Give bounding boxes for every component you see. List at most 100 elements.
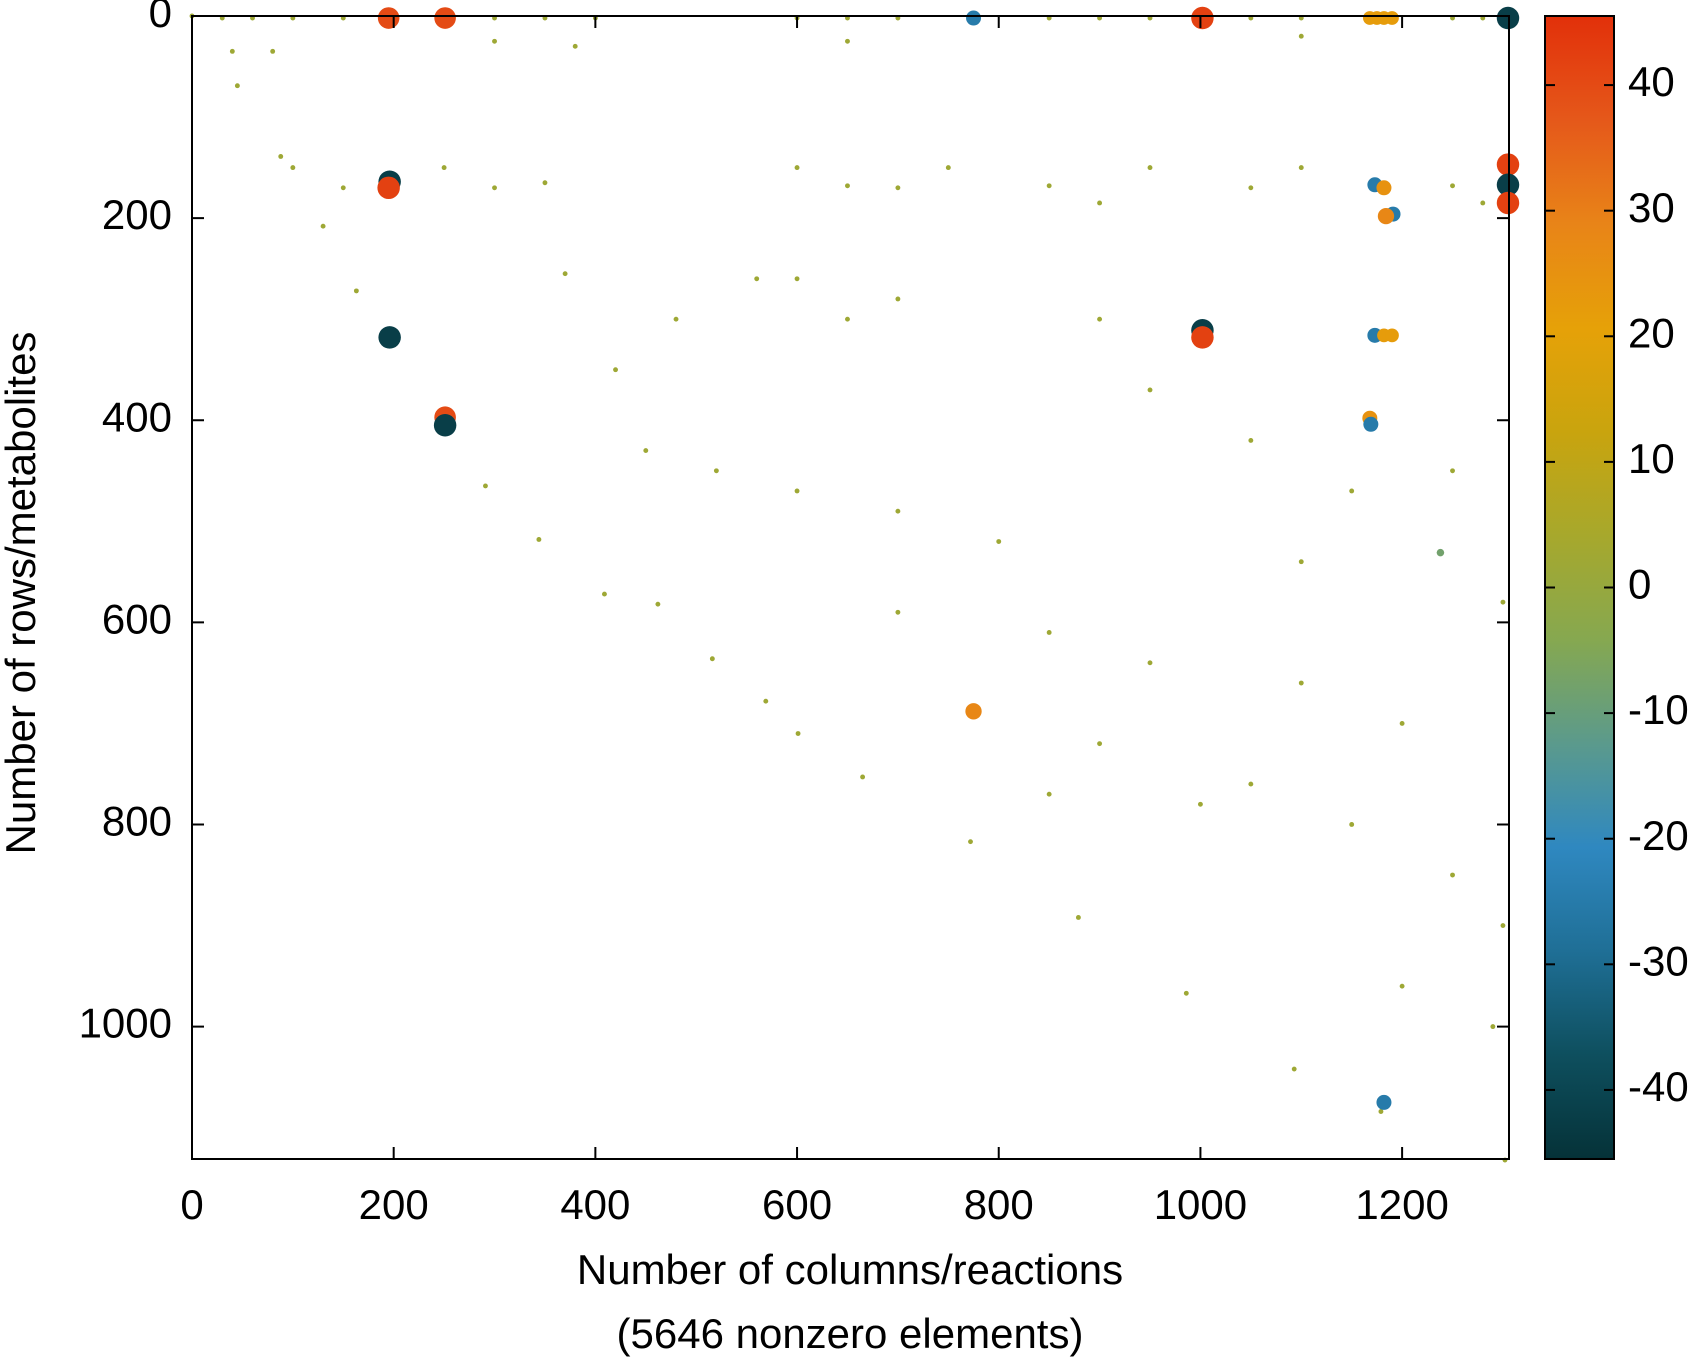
data-point — [1378, 1109, 1384, 1114]
colorbar-tick-label: 40 — [1628, 58, 1675, 105]
data-point — [1298, 680, 1304, 686]
x-tick-label: 200 — [359, 1181, 429, 1228]
x-tick-label: 1000 — [1154, 1181, 1247, 1228]
data-point — [895, 609, 901, 615]
data-point — [895, 296, 901, 302]
data-point — [1075, 915, 1081, 920]
data-point — [602, 591, 607, 597]
data-point — [1376, 180, 1392, 196]
y-tick-label: 800 — [102, 798, 172, 845]
data-point — [1349, 822, 1355, 827]
data-point — [845, 316, 850, 322]
data-point — [1376, 1094, 1392, 1110]
colorbar-tick-label: 10 — [1628, 435, 1675, 482]
data-point — [1097, 316, 1103, 322]
colorbar-tick-label: -10 — [1628, 686, 1689, 733]
data-point — [1399, 983, 1405, 989]
data-point — [895, 185, 901, 191]
data-point — [1197, 801, 1203, 807]
colorbar-tick-label: -20 — [1628, 812, 1689, 859]
data-point — [492, 185, 497, 191]
data-point — [433, 414, 457, 437]
colorbar-tick-label: -30 — [1628, 937, 1689, 984]
data-point — [1385, 328, 1399, 343]
x-tick-label: 400 — [560, 1181, 630, 1228]
plot-frame — [191, 15, 1510, 1160]
data-point — [1191, 326, 1214, 349]
data-point — [441, 165, 447, 171]
data-point — [1496, 173, 1520, 197]
data-point — [1377, 207, 1395, 225]
data-point — [434, 7, 456, 29]
data-point — [895, 508, 901, 514]
data-point — [795, 731, 801, 736]
data-point — [492, 38, 497, 44]
data-point — [1183, 990, 1189, 996]
data-point — [378, 326, 401, 349]
data-point — [1097, 200, 1103, 206]
data-point — [290, 165, 296, 171]
data-point — [673, 316, 679, 322]
data-point — [1385, 11, 1399, 25]
data-point — [1363, 416, 1379, 432]
x-axis-subtitle: (5646 nonzero elements) — [617, 1310, 1084, 1357]
data-point — [1097, 741, 1103, 747]
data-point — [1298, 559, 1304, 565]
y-axis-label: Number of rows/metabolites — [0, 332, 44, 855]
data-point — [483, 483, 488, 489]
data-point — [1248, 438, 1254, 443]
data-point — [340, 185, 346, 191]
data-point — [945, 165, 951, 171]
data-point — [1248, 781, 1254, 787]
data-point — [763, 698, 769, 704]
data-point — [713, 468, 719, 474]
data-point — [794, 276, 800, 282]
data-point — [1399, 720, 1405, 726]
x-axis-label: Number of columns/reactions — [577, 1246, 1123, 1293]
data-point — [536, 537, 542, 542]
data-point — [1436, 548, 1445, 557]
data-point — [1480, 200, 1486, 206]
y-tick-label: 0 — [149, 0, 172, 36]
x-tick-label: 800 — [964, 1181, 1034, 1228]
data-point — [966, 10, 982, 26]
data-point — [1147, 387, 1153, 393]
data-point — [278, 154, 284, 159]
data-point — [1248, 185, 1254, 191]
x-tick-label: 600 — [762, 1181, 832, 1228]
data-point — [1450, 183, 1455, 189]
data-point — [1147, 165, 1153, 171]
data-point — [1298, 165, 1304, 171]
data-point — [996, 539, 1002, 544]
data-point — [377, 7, 400, 29]
data-point — [562, 271, 568, 277]
data-point — [377, 176, 400, 200]
data-point — [572, 43, 578, 49]
y-tick-label: 400 — [102, 393, 172, 440]
y-tick-label: 1000 — [79, 1000, 172, 1047]
data-point — [1298, 33, 1304, 39]
data-point — [845, 183, 850, 189]
data-point — [1496, 191, 1520, 215]
data-point — [655, 601, 661, 607]
data-point — [1147, 660, 1153, 666]
data-point — [542, 180, 548, 186]
y-tick-label: 200 — [102, 191, 172, 238]
colorbar-tick-label: -40 — [1628, 1063, 1689, 1110]
data-point — [1046, 791, 1052, 797]
data-point — [229, 48, 235, 54]
data-point — [794, 488, 800, 494]
data-point — [613, 367, 618, 373]
colorbar-tick-label: 0 — [1628, 561, 1651, 608]
data-point — [643, 448, 649, 454]
data-point — [794, 165, 800, 171]
data-point — [353, 288, 359, 294]
data-point — [234, 83, 240, 89]
data-point — [1450, 872, 1455, 878]
x-tick-label: 0 — [180, 1181, 203, 1228]
colorbar — [1544, 15, 1615, 1160]
data-point — [1046, 183, 1052, 189]
data-point — [1349, 488, 1355, 494]
data-point — [1496, 6, 1520, 30]
